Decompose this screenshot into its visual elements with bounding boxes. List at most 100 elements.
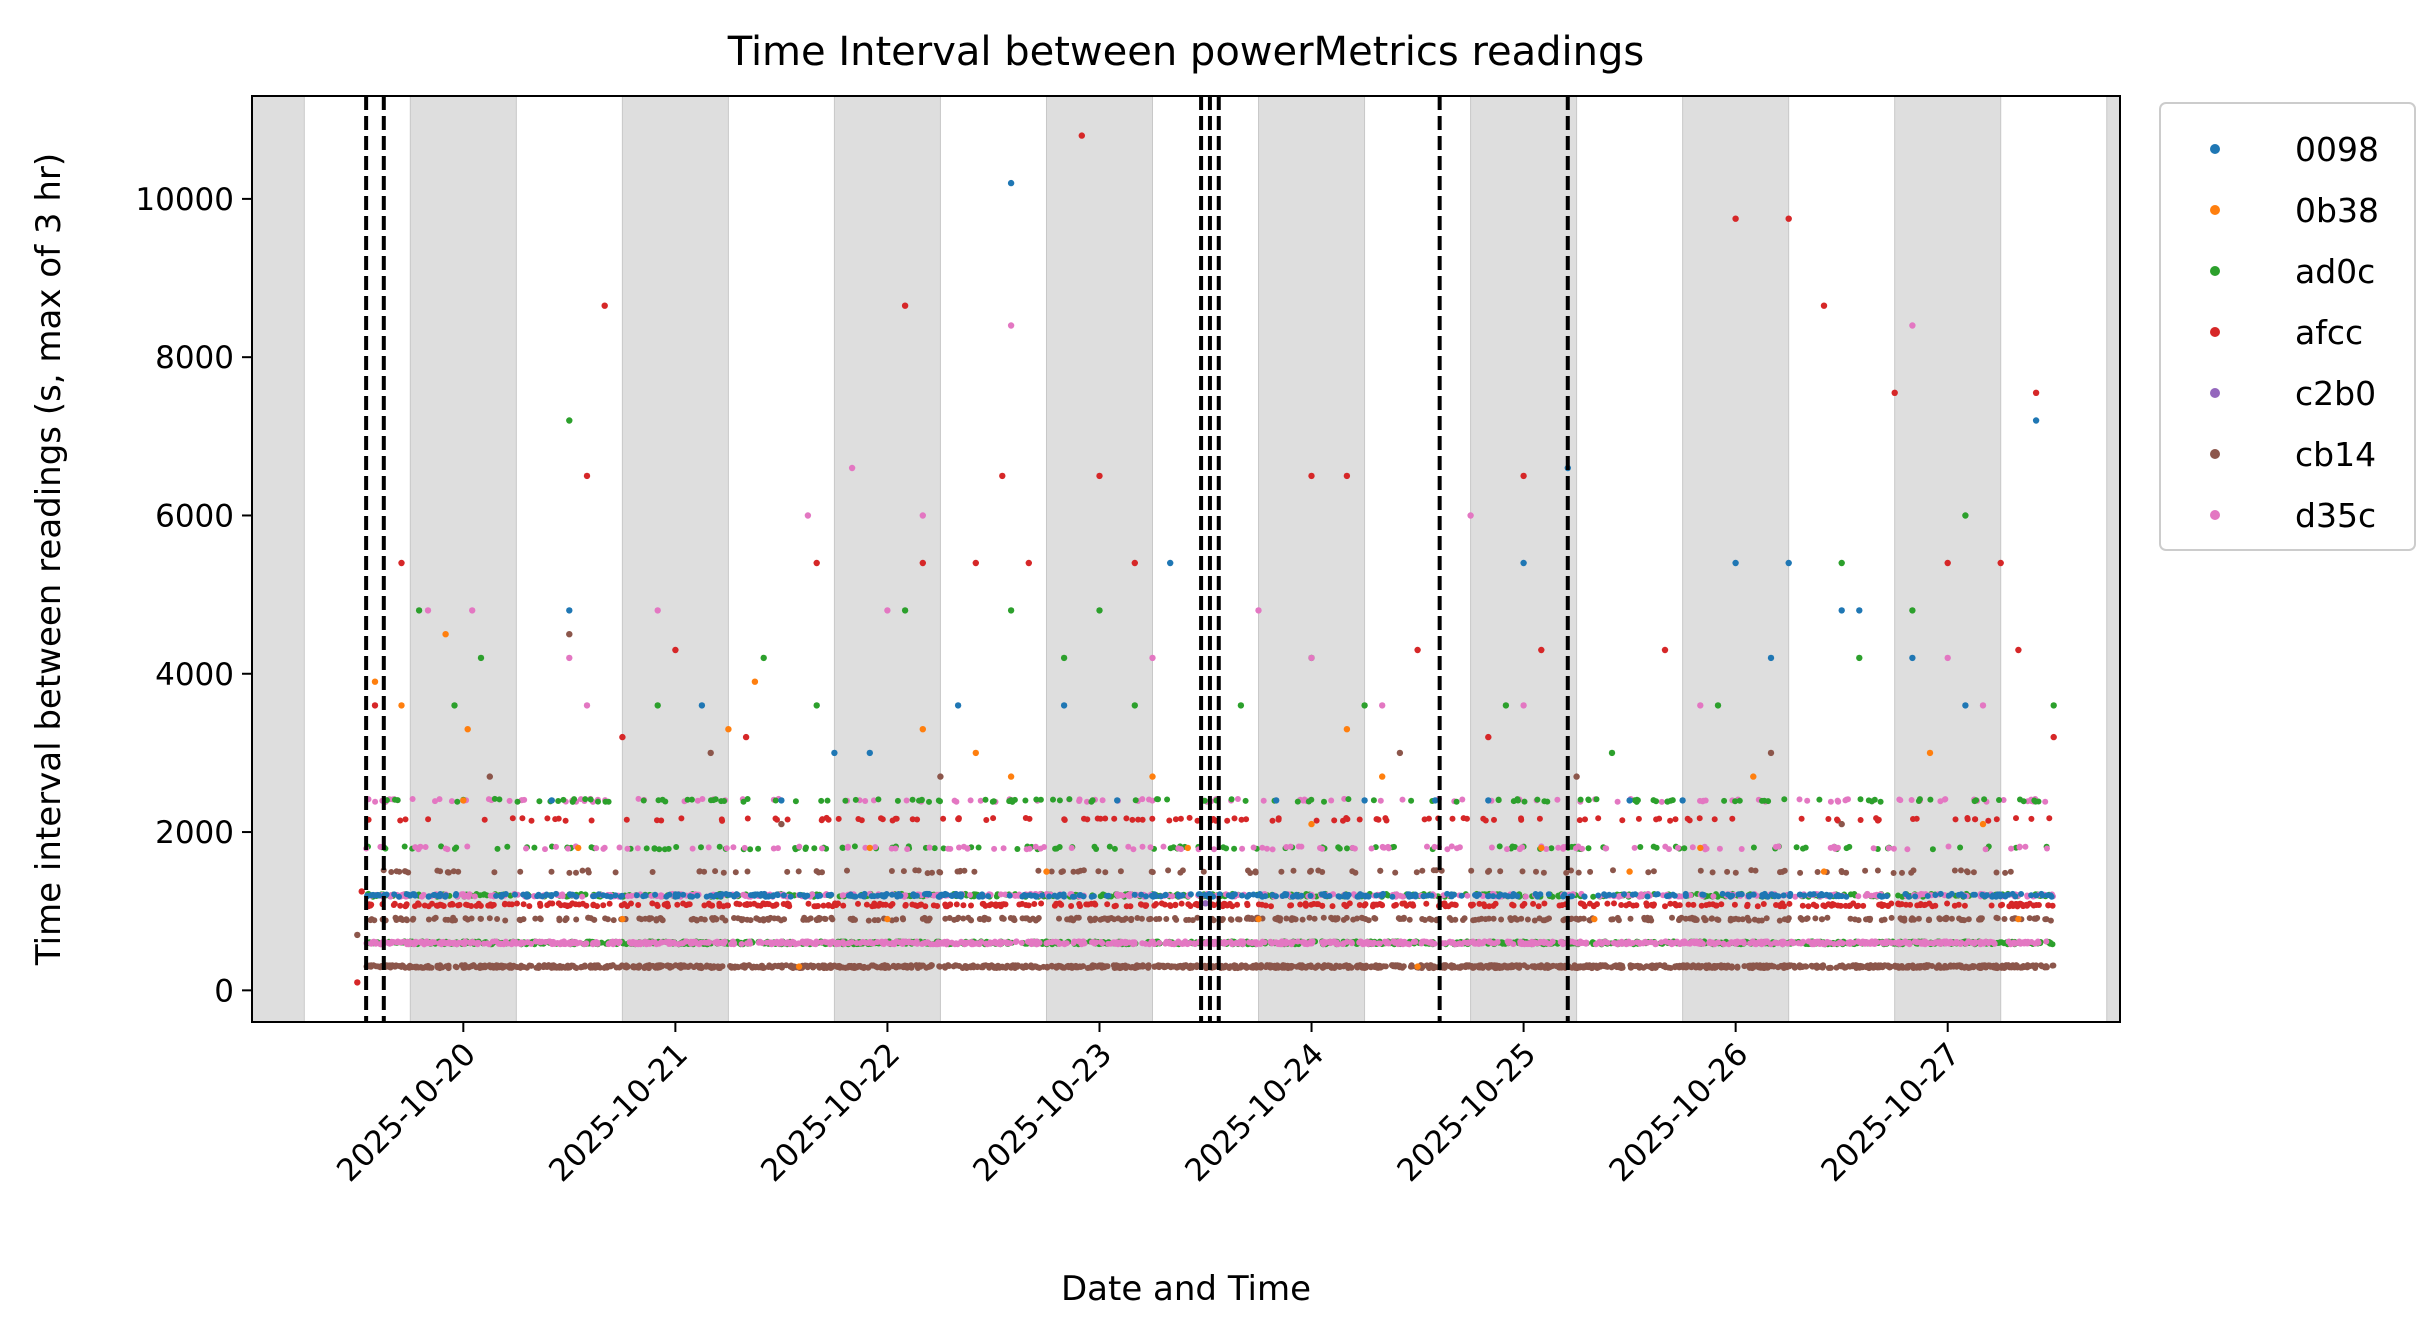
data-point (518, 939, 525, 946)
data-point (1999, 962, 2006, 969)
data-point (1359, 939, 1366, 946)
data-point (1954, 939, 1961, 946)
data-point (609, 938, 616, 945)
data-point (1980, 962, 1987, 969)
data-point (1702, 963, 1709, 970)
data-point (1401, 900, 1408, 907)
data-point (1452, 916, 1459, 923)
data-point (778, 963, 785, 970)
data-point (1694, 940, 1701, 947)
data-point (1172, 902, 1179, 909)
data-point (1836, 962, 1843, 969)
data-point (783, 962, 790, 969)
data-point (1863, 963, 1870, 970)
data-point (863, 901, 870, 908)
data-point (834, 939, 841, 946)
data-point (927, 963, 934, 970)
data-point (440, 903, 447, 909)
data-point (664, 962, 671, 969)
data-point (764, 900, 771, 907)
data-point (1799, 964, 1806, 970)
data-point (727, 963, 733, 969)
data-point (819, 962, 826, 969)
data-point (418, 893, 425, 900)
data-point (698, 915, 705, 922)
data-point (1895, 892, 1902, 899)
data-point (1327, 939, 1334, 946)
data-point (481, 963, 488, 970)
data-point (801, 914, 808, 921)
data-point (2038, 962, 2044, 969)
data-point (1535, 903, 1542, 910)
data-point (1572, 915, 1579, 922)
data-point (400, 962, 407, 969)
data-point (840, 892, 847, 899)
data-point (1970, 964, 1977, 971)
data-point (1668, 939, 1674, 946)
data-point (497, 963, 504, 970)
data-point (730, 941, 737, 948)
data-point (1292, 916, 1299, 923)
data-point (1914, 939, 1921, 946)
data-point (936, 963, 943, 970)
data-point (1376, 940, 1383, 947)
data-point (1763, 915, 1770, 922)
data-point (1727, 915, 1734, 922)
data-point (1123, 903, 1130, 910)
data-point (811, 903, 818, 910)
data-point (573, 916, 580, 923)
data-point (397, 916, 403, 922)
data-point (1537, 938, 1544, 945)
data-point (1788, 938, 1795, 945)
data-point (1306, 914, 1313, 921)
data-point (487, 962, 494, 969)
data-point (400, 938, 407, 945)
data-point (1524, 916, 1531, 923)
data-point (649, 962, 656, 969)
data-point (1698, 902, 1705, 909)
data-point (1734, 963, 1741, 970)
data-point (1227, 916, 1234, 923)
data-point (1486, 903, 1493, 910)
data-point (1297, 901, 1304, 908)
data-point (2031, 915, 2038, 922)
data-point (1653, 962, 1660, 969)
data-point (434, 962, 441, 969)
data-point (1428, 916, 1435, 923)
data-point (1608, 964, 1615, 971)
data-point (744, 901, 751, 907)
data-point (1501, 962, 1508, 969)
data-point (1786, 962, 1793, 969)
data-point (1448, 962, 1455, 969)
data-point (1190, 963, 1197, 970)
data-point (537, 939, 544, 946)
data-point (986, 902, 993, 909)
data-point (1855, 917, 1862, 924)
night-band (2106, 95, 2121, 1023)
data-point (1373, 901, 1379, 908)
data-point (1007, 915, 1014, 921)
data-point (1331, 965, 1338, 971)
data-point (1531, 917, 1538, 924)
data-point (1921, 902, 1928, 909)
data-point (477, 965, 483, 971)
data-point (1530, 900, 1537, 907)
data-point (2020, 963, 2027, 969)
data-point (502, 900, 508, 907)
data-point (431, 915, 438, 922)
data-point (784, 900, 791, 907)
data-point (1234, 901, 1241, 908)
data-point (1812, 915, 1819, 922)
data-point (1114, 939, 1120, 946)
data-point (555, 900, 562, 907)
data-point (553, 963, 560, 970)
data-point (2050, 962, 2057, 969)
data-point (1627, 915, 1634, 922)
data-point (631, 964, 638, 971)
data-point (1319, 963, 1326, 970)
data-point (933, 941, 940, 948)
data-point (2045, 902, 2052, 909)
data-point (659, 962, 666, 969)
data-point (1576, 940, 1583, 947)
data-point (705, 900, 712, 907)
